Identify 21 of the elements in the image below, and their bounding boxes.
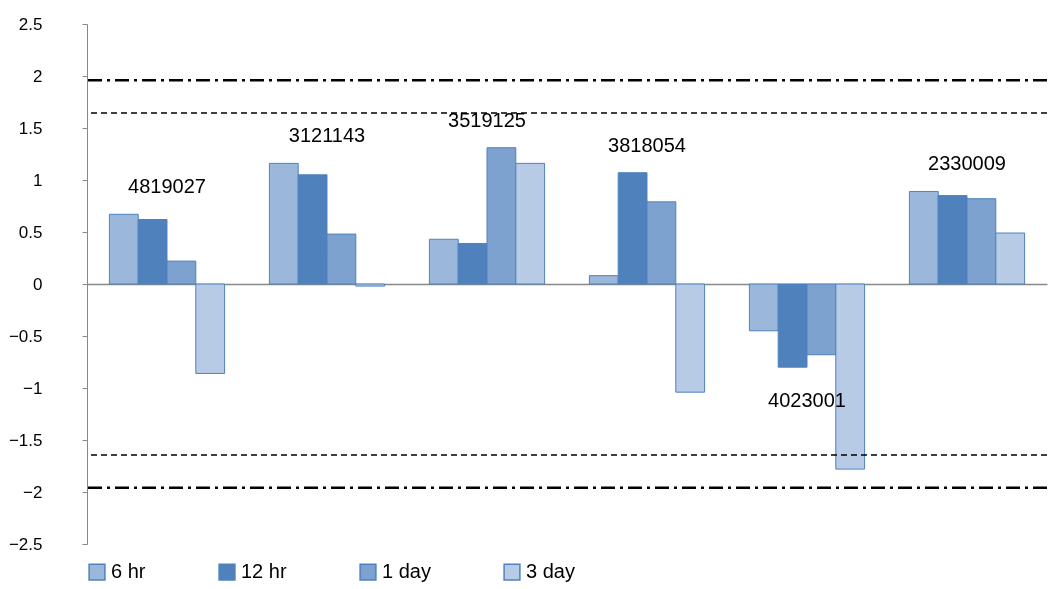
- x-tick-label: 3519125: [448, 108, 526, 131]
- legend-label: 3 day: [526, 560, 575, 583]
- x-tick-label: 4819027: [128, 175, 206, 198]
- y-tick-label: 2.5: [18, 14, 43, 34]
- y-tick-label: −2: [23, 482, 43, 502]
- x-tick-label: 2330009: [928, 152, 1006, 175]
- legend-label: 1 day: [382, 560, 431, 583]
- y-tick-label: −1.5: [8, 430, 43, 450]
- y-tick-label: 1.5: [18, 118, 43, 138]
- x-tick-label: 3121143: [288, 124, 366, 147]
- y-tick-label: −1: [23, 378, 43, 398]
- y-tick-label: −0.5: [8, 326, 43, 346]
- y-tick-label: −2.5: [8, 534, 43, 554]
- legend-label: 6 hr: [111, 560, 146, 583]
- x-tick-label: 4023001: [768, 389, 846, 412]
- y-tick-label: 1: [33, 170, 43, 190]
- y-tick-label: 0.5: [18, 222, 43, 242]
- x-tick-label: 3818054: [608, 133, 686, 156]
- y-tick-label: 0: [33, 274, 43, 294]
- y-tick-label: 2: [33, 66, 43, 86]
- legend-label: 12 hr: [241, 560, 287, 583]
